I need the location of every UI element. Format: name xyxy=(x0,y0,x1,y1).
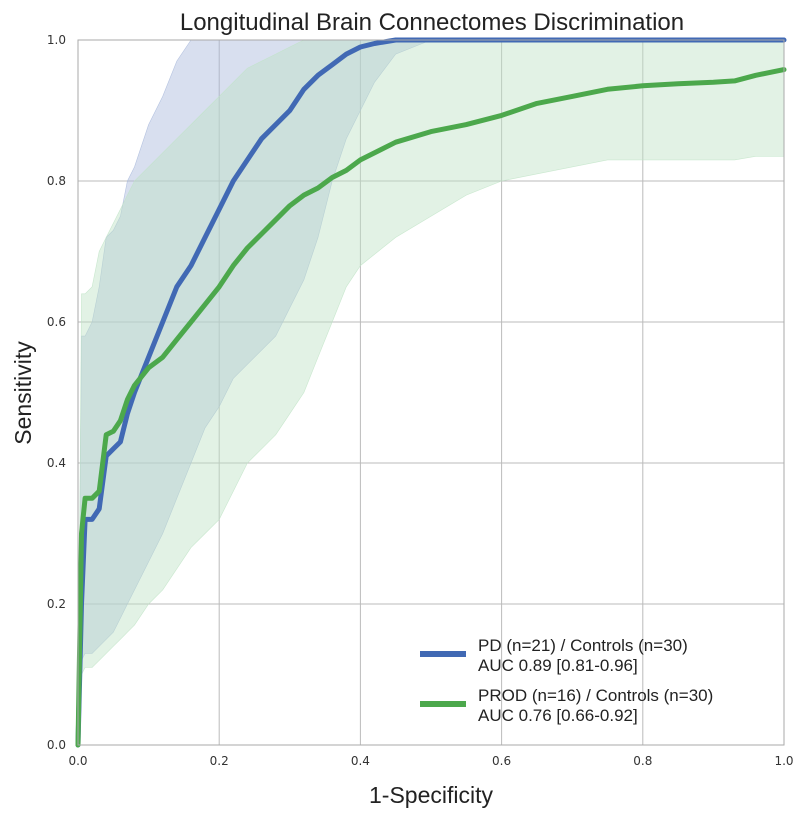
chart-title: Longitudinal Brain Connectomes Discrimin… xyxy=(180,9,684,36)
legend-label-prod: PROD (n=16) / Controls (n=30) xyxy=(478,686,713,705)
y-tick-label-4: 0.8 xyxy=(47,174,66,188)
x-tick-label-0: 0.0 xyxy=(68,754,87,768)
y-axis-label: Sensitivity xyxy=(10,341,36,445)
legend: PD (n=21) / Controls (n=30) AUC 0.89 [0.… xyxy=(420,636,713,725)
plot-frame xyxy=(77,39,785,746)
x-tick-labels: 0.0 0.2 0.4 0.6 0.8 1.0 xyxy=(68,754,793,768)
y-tick-label-3: 0.6 xyxy=(47,315,66,329)
x-axis-label: 1-Specificity xyxy=(369,782,493,808)
plot-background xyxy=(78,40,784,745)
x-tick-label-1: 0.2 xyxy=(210,754,229,768)
y-tick-label-2: 0.4 xyxy=(47,456,66,470)
roc-curves xyxy=(75,37,787,748)
plot-area xyxy=(75,37,787,748)
y-tick-label-0: 0.0 xyxy=(47,738,66,752)
y-tick-label-5: 1.0 xyxy=(47,33,66,47)
legend-label-pd: PD (n=21) / Controls (n=30) xyxy=(478,636,688,655)
x-tick-label-2: 0.4 xyxy=(351,754,370,768)
y-tick-label-1: 0.2 xyxy=(47,597,66,611)
x-tick-label-3: 0.6 xyxy=(492,754,511,768)
legend-auc-prod: AUC 0.76 [0.66-0.92] xyxy=(478,706,638,725)
confidence-band-pd xyxy=(77,39,784,746)
y-tick-labels: 0.0 0.2 0.4 0.6 0.8 1.0 xyxy=(47,33,66,752)
x-tick-label-4: 0.8 xyxy=(633,754,652,768)
roc-curve-prod xyxy=(75,67,787,748)
legend-auc-pd: AUC 0.89 [0.81-0.96] xyxy=(478,656,638,675)
x-tick-label-5: 1.0 xyxy=(774,754,793,768)
roc-curve-pd xyxy=(75,37,787,748)
